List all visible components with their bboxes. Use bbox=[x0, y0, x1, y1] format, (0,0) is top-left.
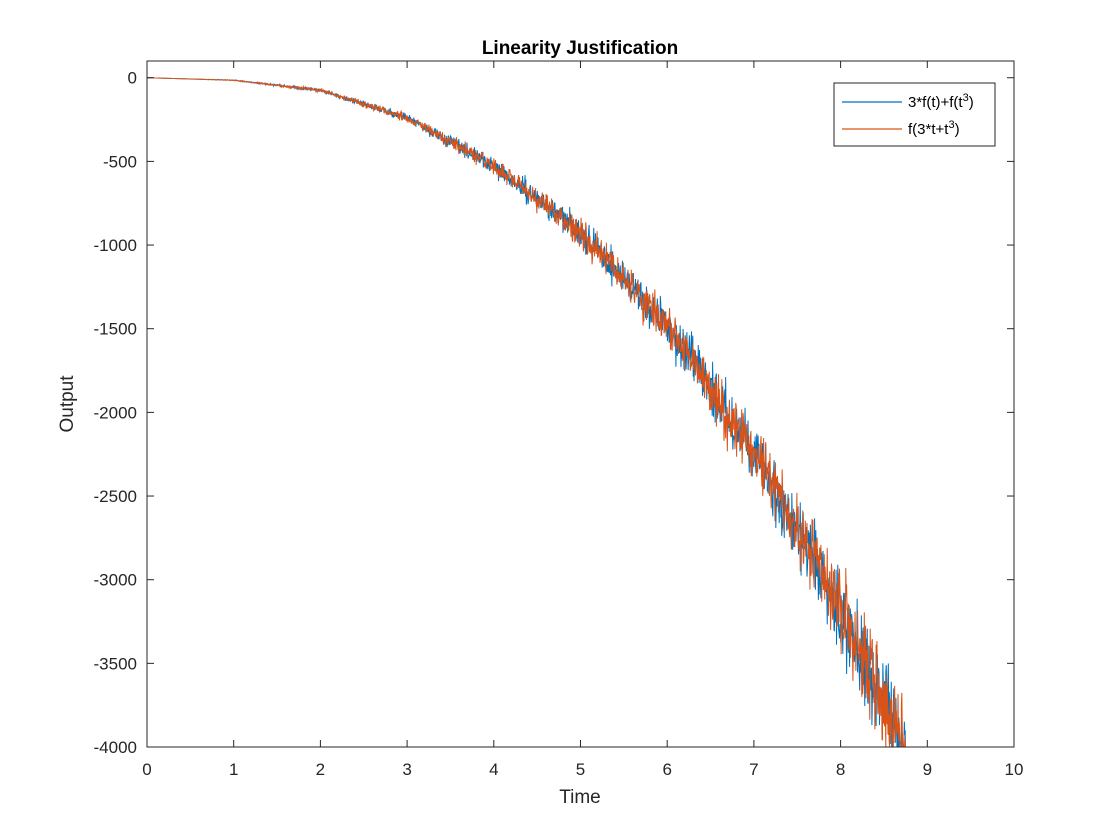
axis-ticks: 0 1 2 3 4 5 6 7 8 9 10 0 -500 -1000 -1500 -2000 -2500 -30… bbox=[94, 61, 1024, 779]
y-tick-label: -4000 bbox=[94, 738, 137, 757]
legend-entry-series-2: f(3*t+t3) bbox=[908, 119, 960, 138]
x-tick-label: 4 bbox=[489, 760, 498, 779]
y-tick-label: -2500 bbox=[94, 487, 137, 506]
y-tick-label: -1500 bbox=[94, 320, 137, 339]
x-tick-label: 0 bbox=[142, 760, 151, 779]
x-tick-label: 3 bbox=[402, 760, 411, 779]
x-tick-label: 10 bbox=[1005, 760, 1024, 779]
y-tick-label: -500 bbox=[103, 152, 137, 171]
plot-area bbox=[147, 77, 906, 747]
y-axis-label: Output bbox=[57, 375, 78, 433]
series-line-2 bbox=[147, 77, 906, 747]
x-tick-label: 1 bbox=[229, 760, 238, 779]
y-tick-label: -3000 bbox=[94, 571, 137, 590]
y-tick-label: 0 bbox=[128, 69, 137, 88]
legend: 3*f(t)+f(t3) f(3*t+t3) bbox=[833, 82, 996, 147]
x-tick-label: 6 bbox=[662, 760, 671, 779]
chart-title: Linearity Justification bbox=[482, 38, 678, 59]
series-line-1 bbox=[147, 77, 906, 747]
x-axis-label: Time bbox=[559, 787, 601, 808]
y-tick-label: -2000 bbox=[94, 403, 137, 422]
x-tick-label: 5 bbox=[576, 760, 585, 779]
axes-box bbox=[146, 60, 1015, 748]
x-tick-label: 7 bbox=[749, 760, 758, 779]
x-tick-label: 2 bbox=[316, 760, 325, 779]
y-tick-label: -1000 bbox=[94, 236, 137, 255]
y-tick-label: -3500 bbox=[94, 654, 137, 673]
x-tick-label: 9 bbox=[923, 760, 932, 779]
legend-entry-series-1: 3*f(t)+f(t3) bbox=[908, 92, 974, 111]
legend-box bbox=[833, 82, 996, 147]
x-tick-label: 8 bbox=[836, 760, 845, 779]
